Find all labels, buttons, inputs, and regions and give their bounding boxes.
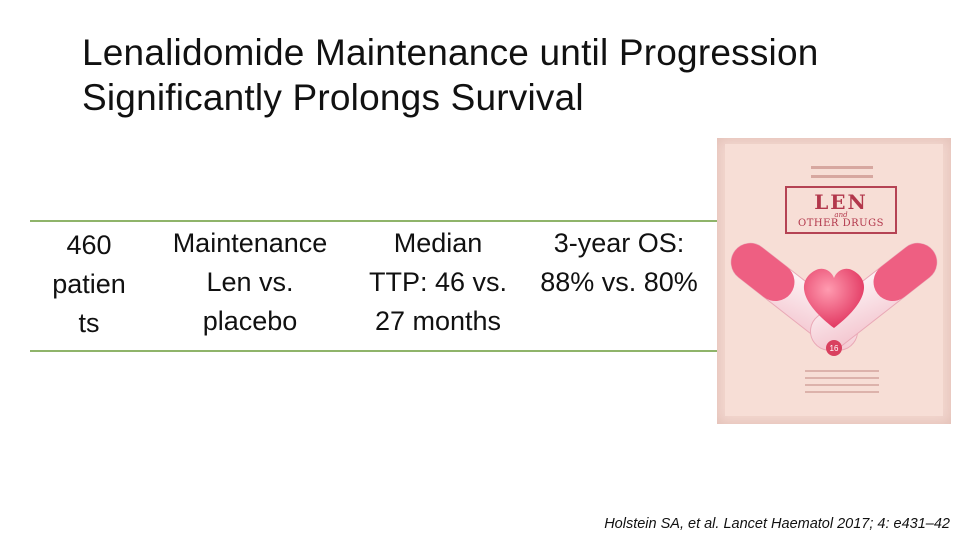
book-title-and: and [834, 211, 848, 219]
book-cover-image: LEN and OTHER DRUGS [717, 138, 951, 424]
os-cell: 3-year OS: 88% vs. 80% [540, 228, 698, 297]
patients-cell: 460 patien ts [52, 230, 126, 338]
book-title-main: LEN [814, 190, 868, 214]
slide-title: Lenalidomide Maintenance until Progressi… [82, 32, 819, 118]
heart-shape [803, 268, 865, 328]
badge-circle [826, 340, 842, 356]
arms-cell: Maintenance Len vs. placebo [172, 228, 328, 336]
book-header-lines [811, 166, 873, 184]
book-footer-lines [805, 370, 879, 398]
table-top-rule [30, 220, 718, 222]
book-title-sub: OTHER DRUGS [798, 218, 884, 229]
book-title-box: LEN and OTHER DRUGS [785, 186, 897, 234]
ttp-cell: Median TTP: 46 vs. 27 months [368, 228, 508, 336]
book-badge: 16 [830, 344, 839, 353]
heart-capsules-illustration: 16 [730, 242, 938, 356]
table-bottom-rule [30, 350, 718, 352]
citation: Holstein SA, et al. Lancet Haematol 2017… [604, 516, 950, 532]
